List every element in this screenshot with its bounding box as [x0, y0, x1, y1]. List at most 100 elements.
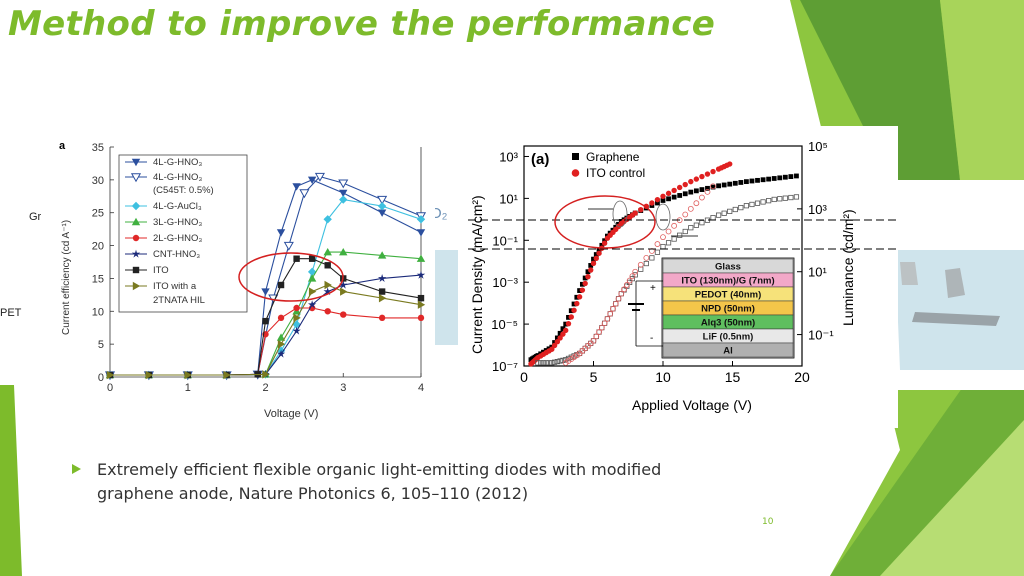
data-point: [324, 280, 332, 290]
y-tick-label: 15: [92, 273, 104, 285]
data-point: [643, 260, 649, 267]
data-point: [593, 333, 600, 340]
deco-green-right-dark: [800, 0, 960, 200]
deco-green-left-edge: [0, 385, 22, 576]
x-tick-label: 5: [590, 369, 598, 385]
data-point: [760, 177, 766, 183]
data-point: [744, 179, 749, 185]
minus-sign: -: [650, 333, 653, 344]
y-tick-label: 30: [92, 175, 104, 187]
data-point: [549, 346, 555, 352]
data-point: [738, 205, 744, 211]
y-axis-label-left: Current Density (mA/cm²): [469, 195, 485, 354]
data-point: [615, 295, 622, 302]
data-point: [665, 240, 672, 246]
data-point: [604, 315, 611, 322]
data-point: [596, 250, 602, 256]
data-point: [766, 176, 772, 182]
legend-label: 2L-G-HNO₃: [153, 233, 202, 244]
panel-label: (a): [531, 151, 549, 168]
data-point: [276, 349, 286, 358]
slide-title: Method to improve the performance: [8, 4, 716, 44]
axes: 0 5 10 15 20 25 30 35 0 1 2 3 4: [92, 142, 424, 394]
data-point: [632, 272, 638, 278]
data-point: [554, 358, 560, 365]
legend-label-ito: ITO control: [586, 166, 645, 180]
legend-marker-ito: [571, 169, 580, 177]
data-point: [551, 342, 558, 349]
data-point: [643, 254, 650, 261]
data-point: [721, 182, 727, 188]
data-point: [377, 251, 387, 259]
y-tick-label: 0: [98, 372, 104, 384]
legend-marker: [132, 266, 140, 274]
legend-marker: [132, 234, 140, 242]
data-point: [262, 370, 270, 379]
data-point: [323, 247, 332, 256]
data-point: [535, 360, 541, 366]
data-point: [727, 208, 733, 214]
data-point: [307, 176, 317, 185]
fragment-gr: Gr: [29, 211, 42, 223]
data-point: [688, 225, 694, 231]
legend-label-graphene: Graphene: [586, 150, 640, 164]
data-point: [292, 183, 301, 191]
legend-label: 4L-G-HNO₃: [153, 157, 202, 168]
legend-label: 2TNATA HIL: [153, 295, 205, 306]
data-point: [276, 229, 286, 237]
data-point: [590, 260, 597, 267]
data-point: [557, 330, 563, 336]
deco-photo-bar-2: [945, 268, 965, 298]
data-point: [676, 184, 683, 191]
stack-layer-label: Alq3 (50nm): [701, 318, 755, 329]
legend-marker: [131, 158, 141, 167]
data-point: [715, 212, 722, 218]
data-point: [574, 294, 580, 300]
highlight-ellipse: [238, 252, 344, 302]
data-point: [543, 360, 549, 366]
data-point: [552, 340, 557, 345]
data-point: [693, 200, 700, 207]
data-point: [671, 194, 677, 200]
stack-layer: [662, 342, 794, 358]
data-point: [677, 193, 683, 198]
data-point: [660, 193, 666, 199]
data-point: [771, 176, 777, 181]
data-point: [771, 196, 777, 203]
data-point: [417, 314, 425, 322]
data-point: [546, 360, 552, 366]
x-tick-label: 3: [340, 382, 346, 394]
y-right-tick-label: 10¹: [808, 265, 827, 280]
data-point: [755, 177, 760, 183]
y-left-tick-label: 10⁻⁵: [491, 317, 518, 332]
data-point: [782, 195, 788, 201]
data-point: [579, 281, 585, 287]
data-point: [677, 232, 683, 238]
y-left-tick-label: 10¹: [499, 191, 518, 206]
data-point: [557, 358, 563, 364]
data-point: [621, 286, 627, 293]
current-efficiency-chart: a 0 5 10 15 20 25 30 35 0 1 2 3 4 4L-G-HNO₃ 4L-G-HNO₃…: [55, 135, 435, 425]
data-point: [568, 314, 574, 320]
data-point: [682, 228, 688, 235]
data-point: [582, 280, 588, 287]
data-point: [378, 314, 386, 322]
y-tick-label: 5: [98, 339, 104, 351]
data-point: [339, 247, 348, 256]
legend-label: CNT-HNO₃: [153, 249, 200, 260]
data-point: [377, 201, 387, 211]
data-point: [571, 307, 577, 313]
data-point: [540, 360, 547, 366]
data-point: [699, 187, 705, 192]
x-tick-label: 15: [725, 369, 741, 385]
series-3: [562, 183, 716, 366]
data-point: [416, 270, 426, 279]
data-point: [416, 254, 426, 262]
data-point: [563, 357, 569, 363]
data-point: [671, 222, 678, 229]
data-point: [655, 200, 660, 206]
data-point: [184, 370, 192, 380]
data-point: [623, 282, 630, 288]
data-point: [593, 252, 599, 257]
reference-text: Extremely efficient flexible organic lig…: [97, 460, 662, 503]
